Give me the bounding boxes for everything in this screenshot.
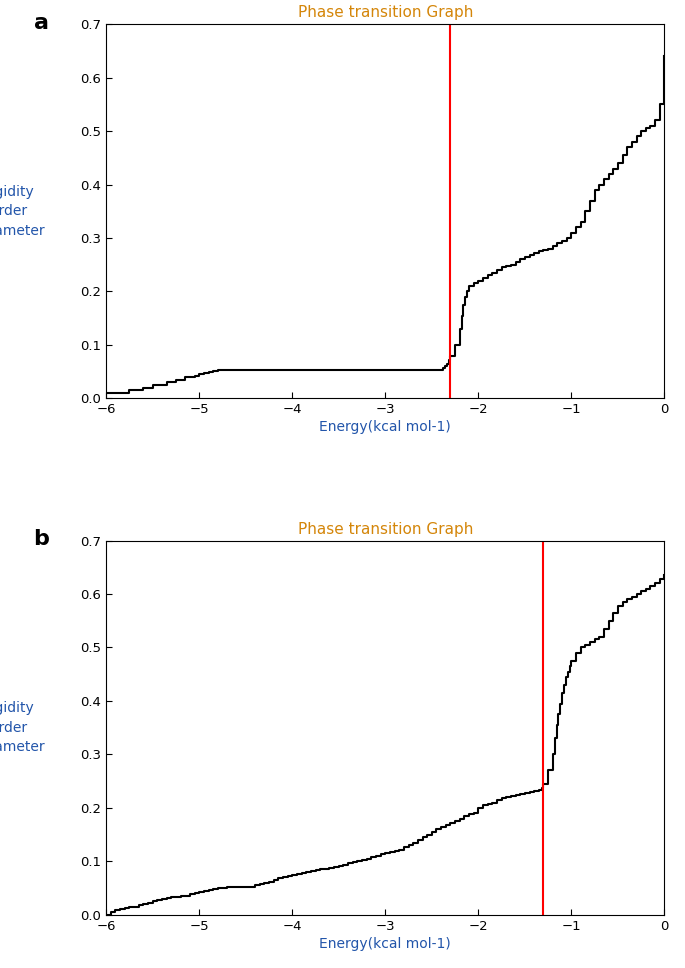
Text: a: a bbox=[34, 13, 49, 33]
Title: Phase transition Graph: Phase transition Graph bbox=[297, 5, 473, 20]
Text: Rigidity
order
parameter: Rigidity order parameter bbox=[0, 701, 45, 754]
Text: b: b bbox=[34, 529, 49, 550]
Text: Rigidity
order
parameter: Rigidity order parameter bbox=[0, 185, 45, 238]
X-axis label: Energy(kcal mol-1): Energy(kcal mol-1) bbox=[319, 420, 451, 435]
Title: Phase transition Graph: Phase transition Graph bbox=[297, 522, 473, 536]
X-axis label: Energy(kcal mol-1): Energy(kcal mol-1) bbox=[319, 937, 451, 951]
